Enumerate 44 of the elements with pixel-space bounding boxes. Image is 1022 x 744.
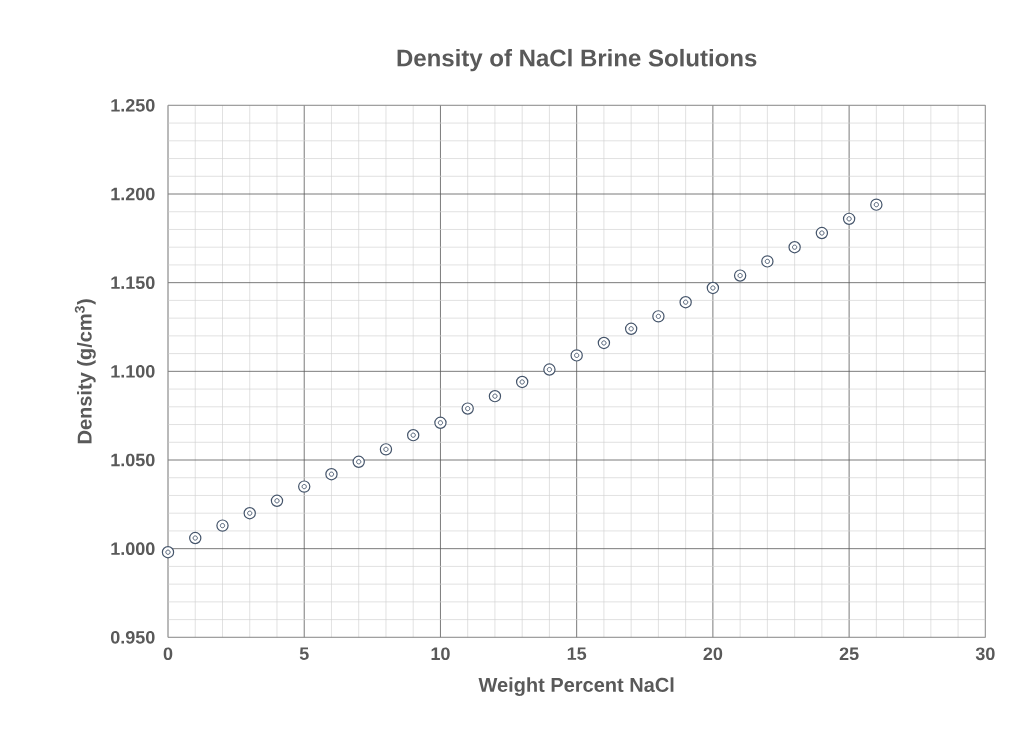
point [298, 480, 311, 493]
chart-title: Density of NaCl Brine Solutions [397, 48, 757, 72]
point [488, 389, 502, 403]
y-tick-label: 1.250 [111, 98, 155, 112]
point [325, 467, 338, 481]
point [434, 416, 447, 429]
point [679, 295, 692, 309]
point [842, 212, 856, 226]
point [788, 241, 801, 254]
point [815, 226, 829, 240]
point [270, 494, 284, 507]
point [733, 269, 747, 282]
x-tick-label: 30 [975, 647, 995, 661]
point [570, 349, 583, 362]
point [216, 519, 229, 532]
y-tick-label: 0.950 [110, 630, 155, 644]
x-tick-label: 25 [839, 647, 859, 661]
point [515, 375, 529, 389]
point [761, 255, 774, 268]
x-axis-title: Weight Percent NaCl [478, 677, 674, 697]
x-tick-label: 20 [703, 647, 723, 661]
y-tick-label: 1.150 [111, 276, 155, 290]
x-tick-label: 5 [299, 647, 309, 660]
point [543, 363, 556, 376]
point [461, 402, 474, 415]
x-tick-label: 15 [567, 647, 587, 660]
x-tick-label: 10 [431, 647, 450, 661]
point [652, 310, 665, 323]
point [870, 198, 883, 211]
point [243, 507, 256, 520]
y-tick-label: 1.000 [111, 542, 155, 556]
point [624, 322, 638, 335]
y-tick-label: 1.050 [111, 453, 155, 467]
point [706, 281, 720, 295]
y-axis-title: Density (g/cm$^{3}$) [74, 299, 96, 444]
point [161, 546, 175, 559]
point [189, 531, 202, 545]
point [352, 455, 365, 468]
y-tick-label: 1.100 [111, 364, 155, 378]
point [379, 443, 393, 456]
y-tick-label: 1.200 [111, 187, 155, 201]
point [407, 428, 420, 442]
x-tick-label: 0 [163, 647, 173, 661]
point [597, 336, 611, 350]
